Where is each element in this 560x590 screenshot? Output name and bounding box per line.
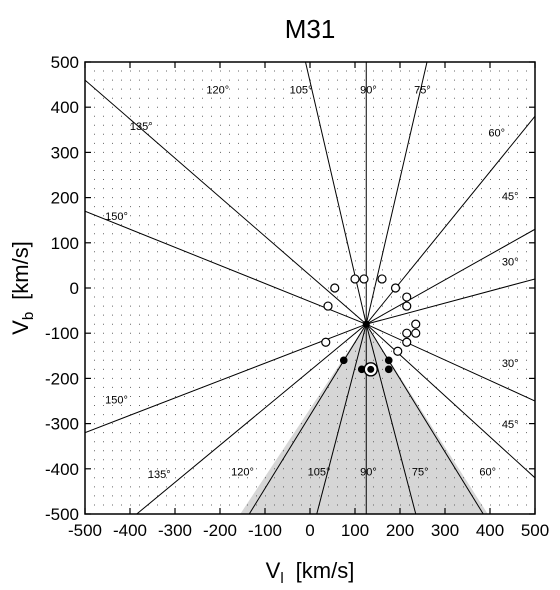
open-circle-point: [359, 274, 369, 284]
x-axis-label-unit: [km/s]: [296, 558, 355, 583]
y-axis-label-unit: [km/s]: [8, 241, 33, 300]
x-axis-label-main: V: [266, 558, 281, 583]
angle-label: 75°: [414, 85, 431, 97]
angle-label: 135°: [148, 469, 171, 481]
x-tick-label: 0: [305, 521, 314, 540]
grid-dots: [94, 70, 527, 506]
angle-ray: [366, 228, 535, 325]
angle-label: 45°: [502, 191, 519, 203]
open-circle-point: [402, 328, 412, 338]
ringed-point-center: [367, 365, 375, 373]
data-points: [321, 274, 421, 377]
open-circle-point: [402, 292, 412, 302]
angle-label: 105°: [308, 467, 331, 479]
x-tick-label: 400: [476, 521, 504, 540]
shaded-region-layer: [240, 324, 488, 514]
y-tick-label: 0: [70, 279, 79, 298]
dotted-grid: [94, 70, 527, 506]
x-tick-label: -300: [158, 521, 192, 540]
filled-circle-point: [384, 365, 393, 374]
angle-label: 150°: [105, 211, 128, 223]
open-circle-point: [377, 274, 387, 284]
y-axis-label: Vb [km/s]: [8, 241, 37, 335]
angle-ray: [365, 62, 428, 325]
open-circle-point: [321, 337, 331, 347]
angle-ray: [365, 323, 484, 514]
x-tick-label: 300: [431, 521, 459, 540]
angle-ray: [365, 324, 417, 514]
open-circle-point: [402, 337, 412, 347]
angle-label: 75°: [412, 467, 429, 479]
y-tick-label: 400: [51, 98, 79, 117]
angle-label: 135°: [130, 121, 153, 133]
y-axis-label-sub: b: [20, 312, 37, 320]
x-tick-label: -100: [248, 521, 282, 540]
y-tick-label: -200: [45, 369, 79, 388]
x-tick-label: -500: [68, 521, 102, 540]
angle-ray: [366, 278, 535, 325]
open-circle-point: [411, 319, 421, 329]
angle-ray: [136, 323, 367, 514]
angle-ray: [85, 210, 367, 325]
angle-label: 120°: [231, 467, 254, 479]
angle-label: 60°: [479, 467, 496, 479]
y-tick-label: 300: [51, 143, 79, 162]
open-circle-point: [330, 283, 340, 293]
plot-area: 120° 105° 90° 75° 135° 60° 45° 150° 30° 30° 150° 45…: [45, 53, 549, 540]
x-tick-label: -200: [203, 521, 237, 540]
open-circle-point: [350, 274, 360, 284]
angle-label: 30°: [502, 358, 519, 370]
x-axis-label: Vl [km/s]: [266, 558, 355, 587]
open-circle-point: [402, 301, 412, 311]
axis-ticks: -500 -400 -300 -200 -100 0 100 200 300 400 500 -500…: [45, 53, 549, 540]
y-tick-label: -300: [45, 415, 79, 434]
chart-title: M31: [285, 14, 336, 44]
y-tick-label: -400: [45, 460, 79, 479]
y-tick-label: -100: [45, 324, 79, 343]
x-tick-label: -400: [113, 521, 147, 540]
angle-ray: [85, 79, 367, 325]
filled-circle-point: [384, 356, 393, 365]
angle-label: 105°: [290, 85, 313, 97]
angle-label: 90°: [360, 85, 377, 97]
x-tick-label: 100: [341, 521, 369, 540]
y-axis-label-main: V: [8, 320, 33, 335]
angle-label: 120°: [206, 85, 229, 97]
x-tick-label: 500: [521, 521, 549, 540]
angle-ray: [366, 323, 535, 402]
x-axis-label-sub: l: [280, 570, 283, 587]
angle-ray: [85, 323, 367, 434]
y-tick-label: 100: [51, 234, 79, 253]
open-circle-point: [323, 301, 333, 311]
shaded-region: [240, 324, 488, 514]
y-tick-label: 200: [51, 189, 79, 208]
open-circle-point: [393, 346, 403, 356]
angle-label: 90°: [360, 467, 377, 479]
filled-circle-point: [357, 365, 366, 374]
angle-label: 60°: [488, 128, 505, 140]
angle-label: 30°: [502, 256, 519, 268]
x-tick-label: 200: [386, 521, 414, 540]
y-tick-label: -500: [45, 505, 79, 524]
apex-point: [362, 320, 370, 328]
angle-ray: [316, 324, 367, 514]
y-tick-label: 500: [51, 53, 79, 72]
open-circle-point: [411, 328, 421, 338]
angle-ray: [248, 323, 367, 514]
angle-label: 150°: [105, 394, 128, 406]
open-circle-point: [390, 283, 401, 293]
angle-labels: 120° 105° 90° 75° 135° 60° 45° 150° 30° 30° 150° 45…: [105, 85, 519, 481]
angle-label: 45°: [502, 419, 519, 431]
filled-circle-point: [339, 356, 348, 365]
